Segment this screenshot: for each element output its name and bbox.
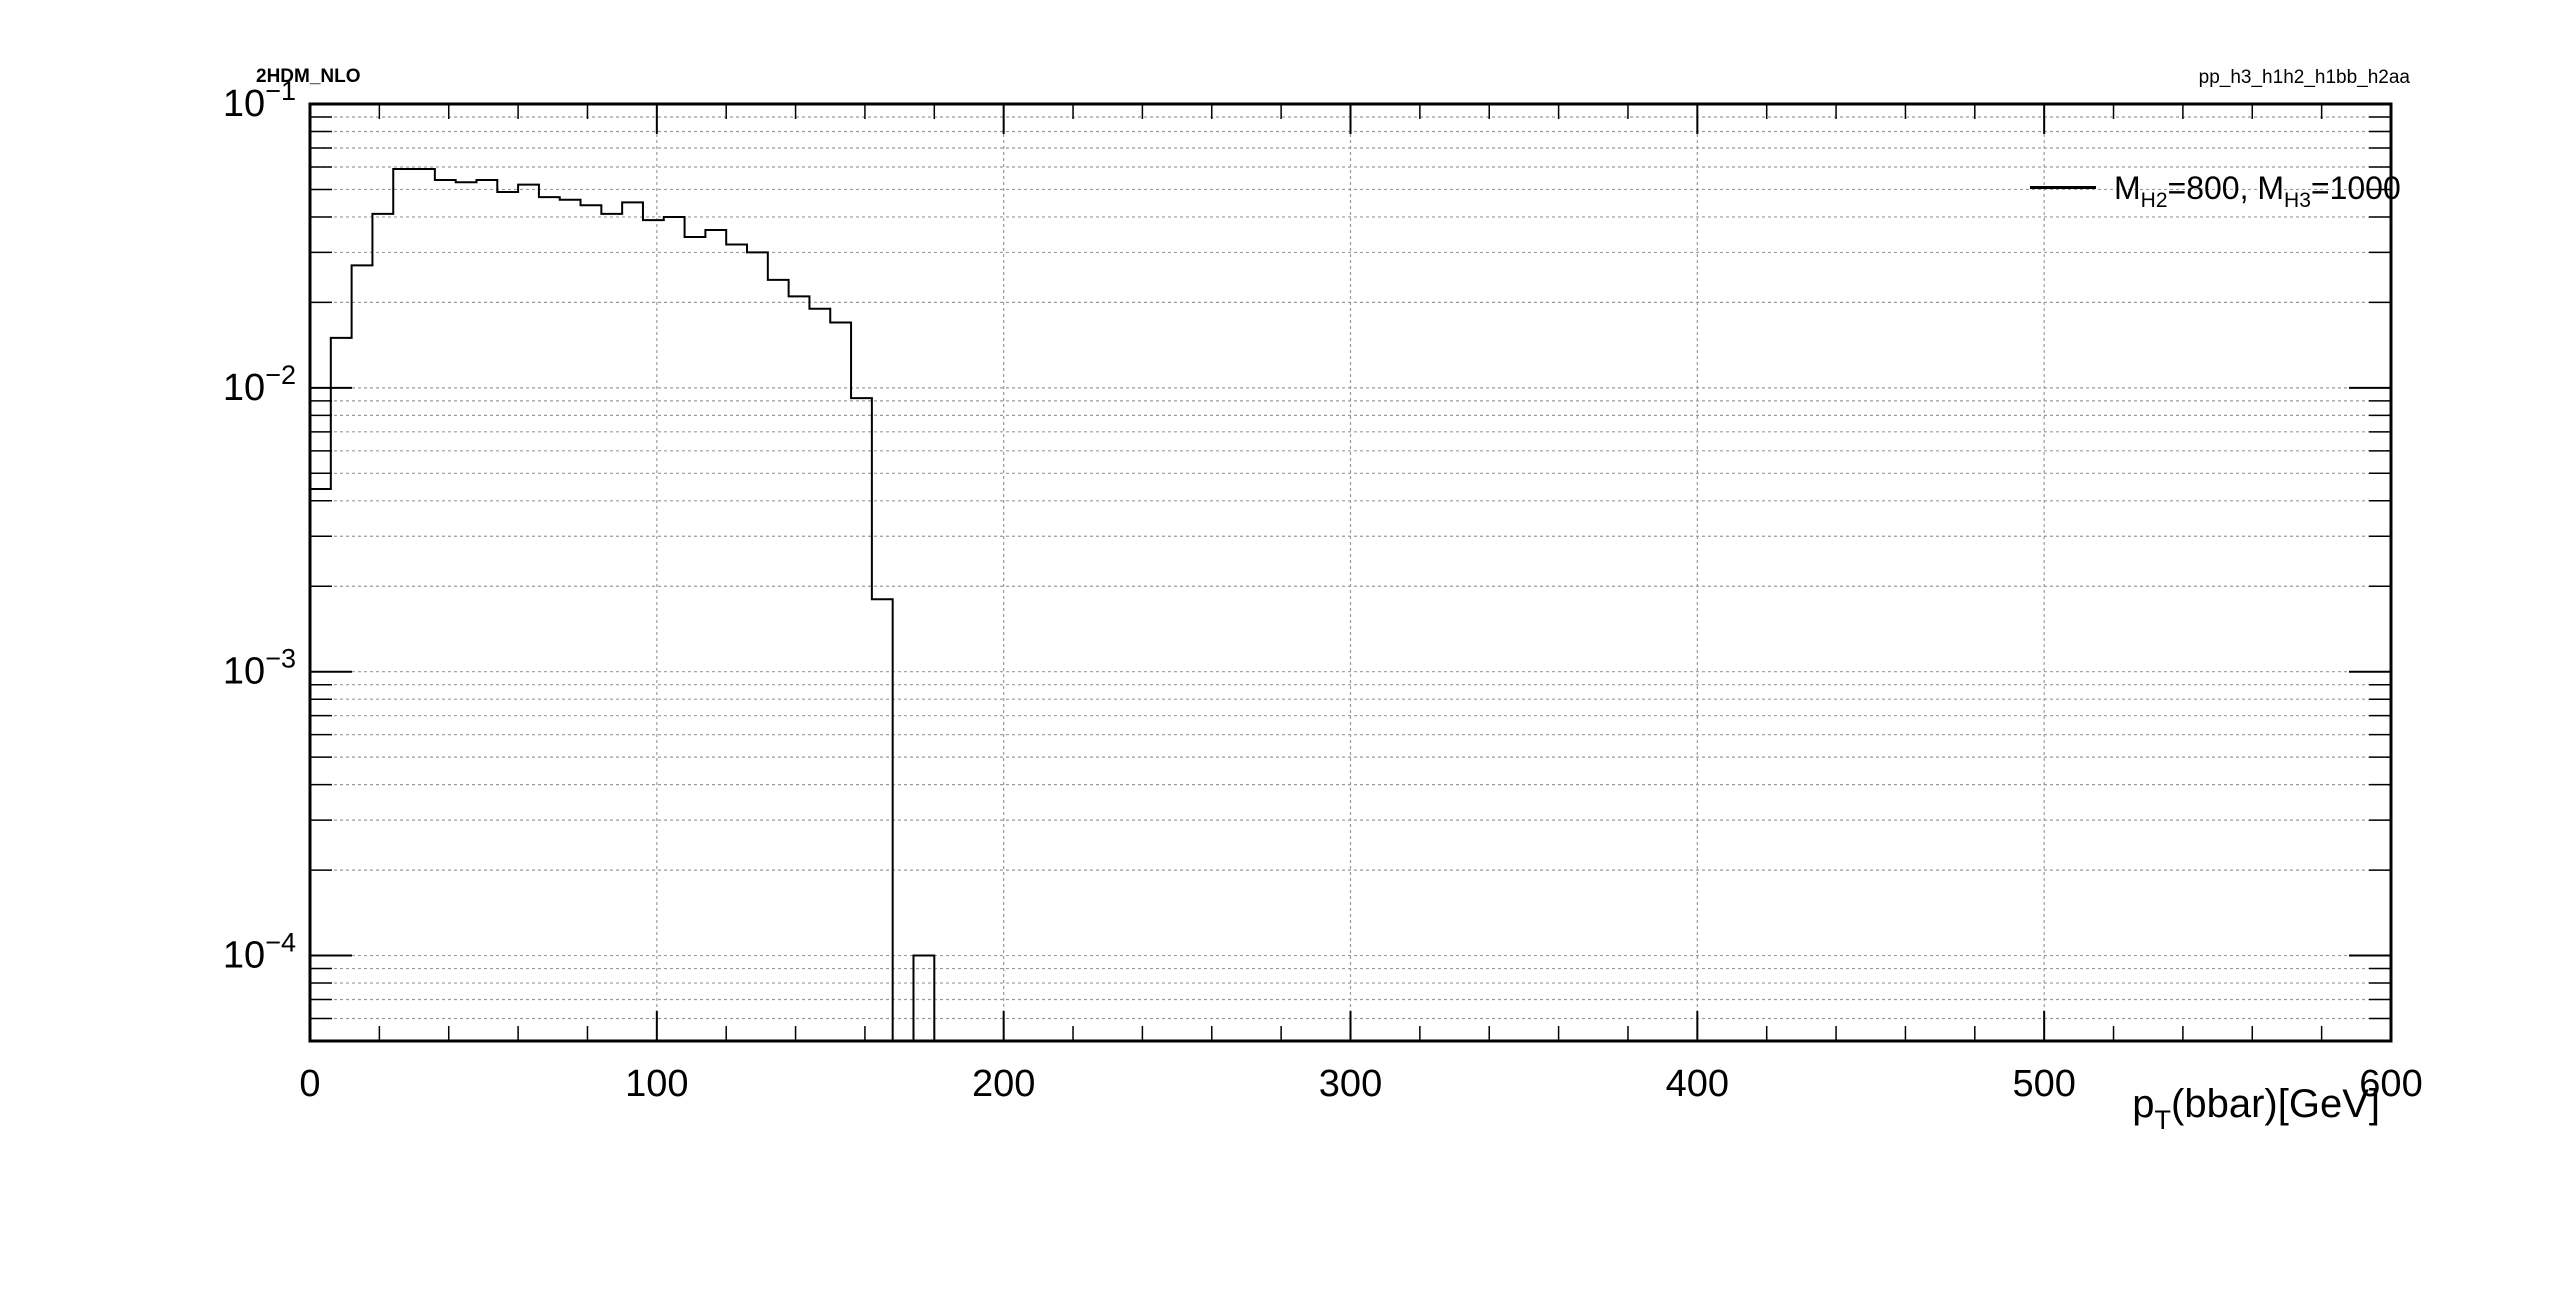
y-tick-label: 10−1 — [223, 76, 296, 125]
x-title-base: p — [2132, 1082, 2155, 1126]
legend-end: =1000 — [2310, 170, 2401, 206]
top-left-label: 2HDM_NLO — [256, 66, 361, 87]
top-right-label: pp_h3_h1h2_h1bb_h2aa — [2198, 67, 2410, 88]
x-axis-title: pT(bbar)[GeV] — [2132, 1082, 2380, 1136]
histogram-series-line — [310, 168, 956, 1042]
plot-frame — [308, 102, 2393, 1043]
x-tick-label: 500 — [2012, 1063, 2075, 1105]
x-tick-label: 100 — [625, 1063, 688, 1105]
x-tick-label: 400 — [1666, 1063, 1729, 1105]
legend-symbol: M — [2114, 170, 2141, 206]
legend-text: MH2=800, MH3=1000 — [2114, 170, 2401, 213]
legend-line-swatch — [2030, 186, 2096, 189]
x-title-subscript: T — [2154, 1105, 2172, 1135]
x-title-rest: (bbar)[GeV] — [2171, 1082, 2380, 1126]
x-tick-label: 300 — [1319, 1063, 1382, 1105]
y-tick-label: 10−2 — [223, 360, 296, 409]
grid-lines — [310, 104, 2391, 1041]
y-tick-label: 10−3 — [223, 644, 296, 693]
series-group — [310, 168, 956, 1042]
x-tick-label: 0 — [299, 1063, 320, 1105]
x-tick-label: 200 — [972, 1063, 1035, 1105]
y-tick-label: 10−4 — [223, 928, 296, 977]
legend-subscript-h3: H3 — [2284, 189, 2311, 212]
legend-mid: =800, M — [2167, 170, 2285, 206]
tick-labels: 0 100 200 300 400 500 600 10−4 10−3 10−2 10−1 — [223, 76, 2423, 1105]
legend-subscript-h2: H2 — [2140, 189, 2168, 212]
legend: MH2=800, MH3=1000 — [2030, 170, 2401, 213]
x-tick-label: 600 — [2359, 1063, 2422, 1105]
